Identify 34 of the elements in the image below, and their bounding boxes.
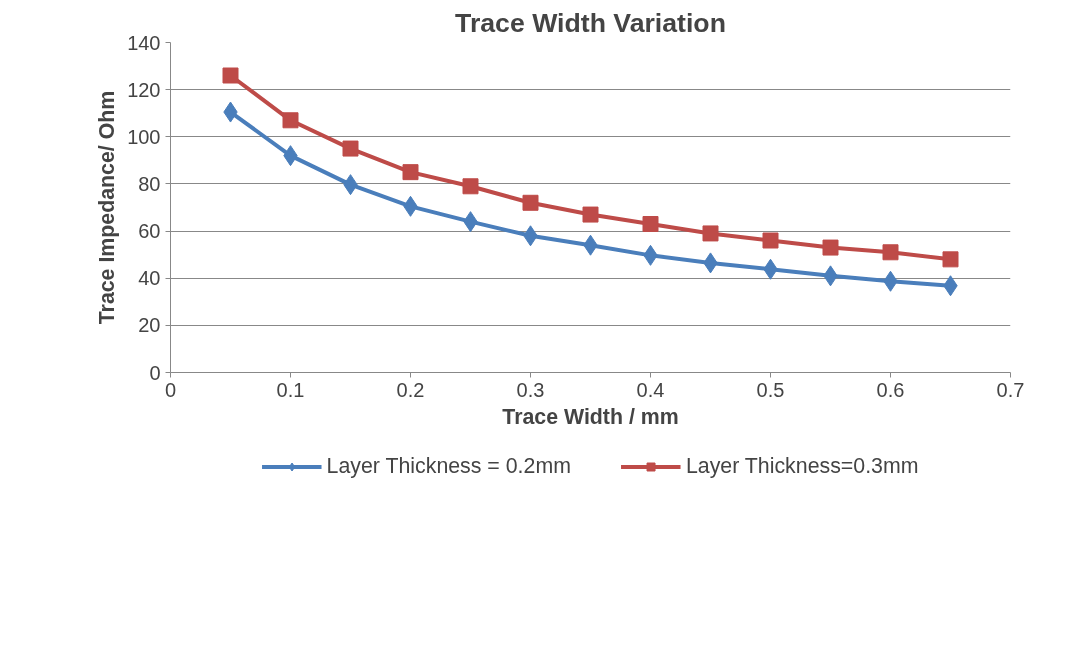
- point: [462, 178, 479, 195]
- legend-label: Layer Thickness=0.3mm: [685, 453, 919, 479]
- x-tick-label: 0.6: [876, 378, 905, 401]
- point: [942, 251, 959, 268]
- y-tick-label: 0: [149, 361, 161, 384]
- point: [582, 206, 599, 223]
- x-tick-label: 0.3: [516, 378, 545, 401]
- point: [882, 244, 899, 261]
- point: [702, 225, 719, 242]
- x-tick-label: 0.7: [996, 378, 1025, 401]
- point: [822, 239, 839, 256]
- y-tick-label: 80: [138, 172, 161, 195]
- x-tick-label: 0.4: [636, 378, 665, 401]
- y-tick-label: 60: [138, 220, 161, 243]
- x-tick-label: 0: [164, 378, 177, 401]
- y-tick-label: 140: [127, 31, 161, 54]
- y-tick-label: 20: [138, 314, 161, 337]
- y-axis-title: Trace Impedance/ Ohm: [95, 90, 120, 325]
- point: [642, 216, 659, 232]
- point: [402, 164, 419, 181]
- x-tick-label: 0.2: [396, 378, 425, 401]
- point: [522, 194, 539, 211]
- y-tick-label: 100: [127, 125, 161, 148]
- point: [222, 67, 239, 84]
- x-tick-label: 0.5: [756, 378, 785, 401]
- chart-title: Trace Width Variation: [455, 7, 726, 38]
- y-tick-label: 120: [127, 78, 161, 101]
- legend-label: Layer Thickness = 0.2mm: [326, 453, 571, 479]
- point: [282, 112, 299, 129]
- x-axis-title: Trace Width / mm: [502, 404, 679, 429]
- x-tick-label: 0.1: [276, 378, 305, 401]
- y-tick-label: 40: [138, 267, 161, 290]
- point: [762, 232, 779, 249]
- point: [342, 140, 359, 157]
